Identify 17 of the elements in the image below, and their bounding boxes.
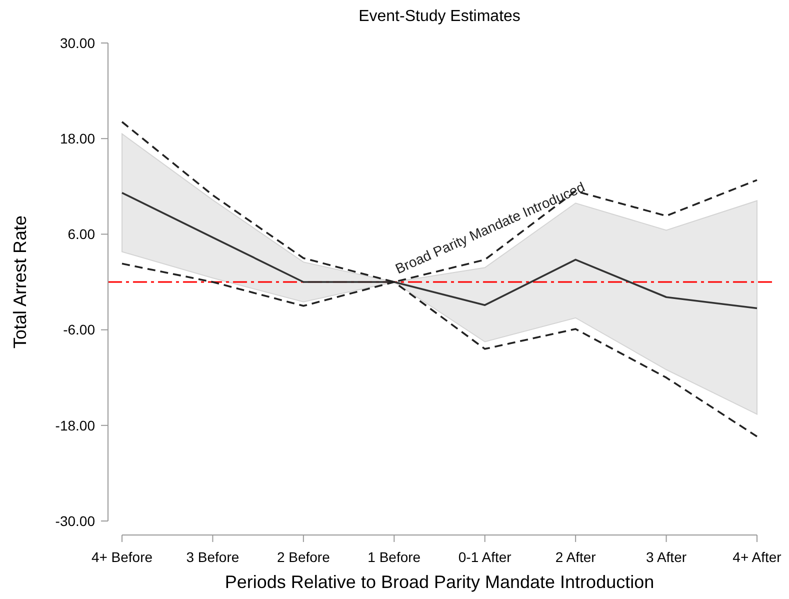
y-tick-label: -30.00: [55, 512, 96, 529]
y-tick-label: 6.00: [68, 226, 96, 242]
y-tick-label: 18.00: [60, 130, 96, 146]
x-axis-title: Periods Relative to Broad Parity Mandate Introduction: [224, 572, 654, 592]
x-tick-label: 0-1 After: [458, 549, 512, 565]
x-tick-label: 4+ Before: [91, 549, 153, 565]
chart-title: Event-Study Estimates: [358, 8, 520, 25]
x-tick-label: 3 Before: [186, 549, 240, 565]
y-tick-label: -18.00: [55, 417, 96, 434]
x-tick-label: 2 Before: [276, 549, 330, 565]
y-axis-title: Total Arrest Rate: [10, 215, 30, 349]
x-tick-label: 4+ After: [732, 549, 782, 565]
x-tick-label: 3 After: [646, 549, 687, 565]
y-tick-label: 30.00: [60, 34, 96, 51]
x-tick-label: 1 Before: [368, 549, 421, 565]
x-tick-label: 2 After: [555, 549, 596, 565]
y-tick-label: -6.00: [63, 322, 96, 338]
